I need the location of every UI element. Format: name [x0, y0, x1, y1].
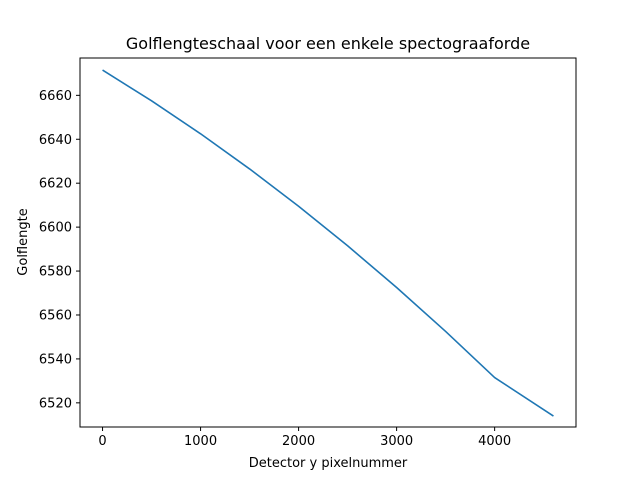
- x-tick-label: 0: [98, 434, 106, 449]
- y-axis: 6520 6540 6560 6580 6600 6620 6640 6660: [39, 89, 80, 411]
- x-tick-label: 2000: [282, 434, 315, 449]
- y-tick-label: 6660: [39, 89, 72, 104]
- chart-title: Golflengteschaal voor een enkele spectog…: [126, 34, 530, 53]
- series-line: [102, 69, 554, 417]
- y-tick-label: 6620: [39, 177, 72, 192]
- x-axis-label: Detector y pixelnummer: [249, 456, 408, 471]
- y-tick-label: 6520: [39, 396, 72, 411]
- x-axis: 0 1000 2000 3000 4000: [98, 427, 511, 449]
- x-tick-label: 1000: [184, 434, 217, 449]
- axes-frame: [79, 57, 577, 428]
- y-tick-label: 6560: [39, 308, 72, 323]
- x-tick-label: 3000: [380, 434, 413, 449]
- y-axis-label: Golflengte: [16, 208, 31, 275]
- y-tick-label: 6640: [39, 133, 72, 148]
- y-tick-label: 6580: [39, 265, 72, 280]
- y-tick-label: 6540: [39, 352, 72, 367]
- plot-area: [102, 69, 554, 417]
- x-tick-label: 4000: [478, 434, 511, 449]
- y-tick-label: 6600: [39, 221, 72, 236]
